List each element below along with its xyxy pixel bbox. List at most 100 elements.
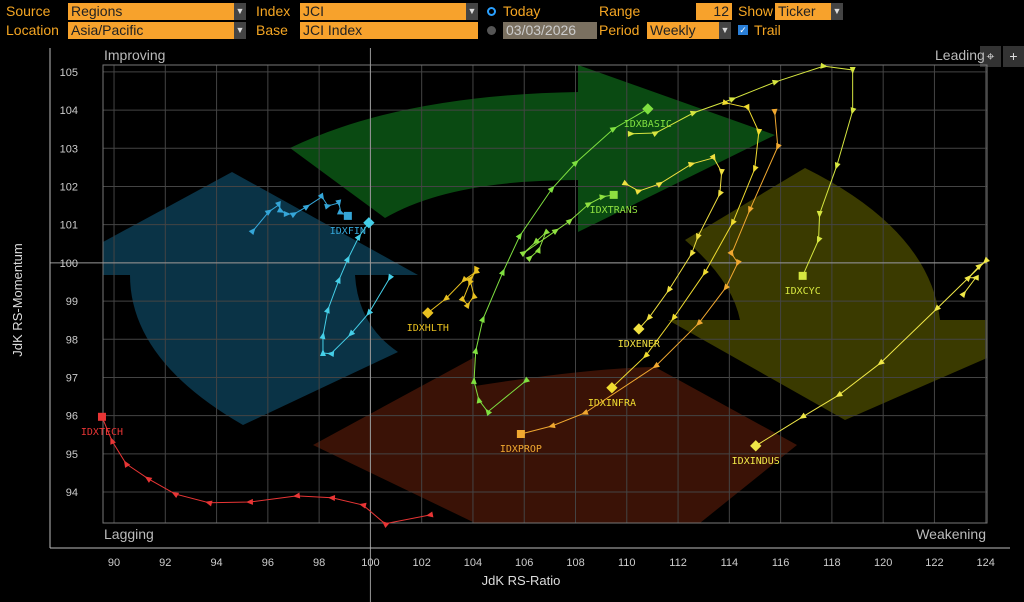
trail-point bbox=[689, 110, 698, 117]
trail-point bbox=[302, 204, 311, 211]
series-idxcyc: IDXCYC bbox=[627, 62, 857, 297]
period-label: Period bbox=[599, 22, 640, 38]
show-select[interactable]: Ticker bbox=[775, 3, 831, 20]
trail-point bbox=[652, 361, 660, 369]
source-select[interactable]: Regions bbox=[68, 3, 234, 20]
trail-point bbox=[458, 295, 466, 303]
trail-point bbox=[748, 205, 754, 214]
y-tick-label: 96 bbox=[66, 411, 78, 423]
trail-point bbox=[627, 130, 635, 137]
zoom-in-icon[interactable]: + bbox=[1003, 46, 1024, 67]
trail-point bbox=[323, 306, 330, 314]
series-idxprop: IDXPROP bbox=[500, 108, 782, 455]
y-tick-label: 98 bbox=[66, 334, 78, 346]
trail-point bbox=[327, 494, 336, 501]
trail-point bbox=[110, 437, 116, 445]
location-select[interactable]: Asia/Pacific bbox=[68, 22, 234, 39]
series-idxfin: IDXFIN bbox=[248, 192, 366, 237]
trail-point bbox=[565, 218, 573, 226]
x-tick-label: 124 bbox=[977, 557, 995, 569]
head-marker bbox=[422, 307, 434, 319]
y-tick-label: 104 bbox=[60, 105, 78, 117]
series-label: IDXCYC bbox=[785, 286, 821, 297]
x-tick-label: 118 bbox=[823, 557, 841, 569]
trail-point bbox=[849, 66, 856, 74]
chevron-down-icon[interactable]: ▼ bbox=[234, 22, 246, 39]
period-select[interactable]: Weekly bbox=[647, 22, 719, 39]
index-select[interactable]: JCI bbox=[300, 3, 466, 20]
series-idxhlth: IDXHLTH bbox=[407, 265, 480, 334]
trail-line bbox=[630, 65, 854, 277]
today-radio[interactable] bbox=[487, 7, 496, 16]
trail-point bbox=[551, 228, 560, 235]
rrg-chart: 90 92 94 96 98 100 102 104 106 108 110 112 114 116 118… bbox=[10, 47, 1010, 602]
trail-point bbox=[834, 162, 841, 170]
trail-point bbox=[387, 273, 395, 282]
trail-checkbox[interactable]: ✓ bbox=[738, 25, 748, 35]
x-tick-label: 122 bbox=[925, 557, 943, 569]
trail-point bbox=[651, 131, 660, 138]
chevron-down-icon[interactable]: ▼ bbox=[466, 3, 478, 20]
trail-point bbox=[548, 422, 556, 429]
chevron-down-icon[interactable]: ▼ bbox=[831, 3, 843, 20]
date-radio[interactable] bbox=[487, 26, 496, 35]
trail-point bbox=[144, 476, 153, 483]
crosshair-icon[interactable]: ⌖ bbox=[980, 46, 1001, 67]
y-tick-label: 105 bbox=[60, 67, 78, 79]
quadrant-label-leading: Leading bbox=[935, 47, 985, 63]
trail-point bbox=[702, 268, 709, 277]
location-label: Location bbox=[6, 22, 59, 38]
trail-point bbox=[519, 250, 528, 258]
range-input[interactable]: 12 bbox=[696, 3, 732, 20]
date-input[interactable]: 03/03/2026 bbox=[503, 22, 597, 39]
base-input[interactable]: JCI Index bbox=[300, 22, 478, 39]
trail-point bbox=[525, 255, 533, 263]
trail-point bbox=[730, 218, 737, 227]
trail-point bbox=[476, 396, 483, 404]
trail-point bbox=[292, 492, 301, 499]
trail-point bbox=[479, 315, 485, 323]
y-tick-label: 95 bbox=[66, 449, 78, 461]
head-marker bbox=[606, 382, 618, 394]
trail-point bbox=[743, 103, 750, 112]
trail-point bbox=[336, 208, 345, 215]
x-tick-label: 96 bbox=[262, 557, 274, 569]
x-axis-title: JdK RS-Ratio bbox=[482, 573, 561, 588]
trail-point bbox=[959, 290, 967, 299]
trail-point bbox=[275, 201, 281, 209]
today-label: Today bbox=[503, 3, 541, 19]
trail-point bbox=[472, 346, 479, 355]
trail-point bbox=[205, 500, 213, 507]
x-tick-label: 94 bbox=[210, 557, 222, 569]
trail-point bbox=[718, 168, 725, 176]
plot-frame bbox=[102, 64, 988, 524]
head-marker bbox=[633, 323, 645, 335]
x-tick-label: 106 bbox=[515, 557, 533, 569]
trail-point bbox=[171, 491, 180, 499]
head-marker bbox=[798, 271, 807, 280]
trail-point bbox=[276, 206, 285, 213]
trail-point bbox=[359, 502, 367, 509]
trail-point bbox=[442, 294, 450, 302]
x-tick-label: 90 bbox=[108, 557, 120, 569]
trail-point bbox=[799, 412, 807, 419]
trail-point bbox=[635, 189, 643, 195]
trail-point bbox=[485, 408, 493, 417]
trail-point bbox=[461, 275, 469, 283]
trail-point bbox=[771, 108, 778, 116]
chevron-down-icon[interactable]: ▼ bbox=[719, 22, 731, 39]
trail-point bbox=[642, 351, 650, 359]
quadrant-label-improving: Improving bbox=[104, 47, 165, 63]
series-idxbasic: IDXBASIC bbox=[470, 103, 672, 417]
trail-point bbox=[581, 409, 589, 415]
y-tick-label: 102 bbox=[60, 181, 78, 193]
y-tick-label: 101 bbox=[60, 220, 78, 232]
trail-point bbox=[248, 227, 256, 236]
chevron-down-icon[interactable]: ▼ bbox=[234, 3, 246, 20]
x-tick-label: 104 bbox=[464, 557, 482, 569]
trail-point bbox=[718, 189, 724, 198]
series-label: IDXTRANS bbox=[590, 205, 638, 216]
trail-point bbox=[335, 199, 342, 207]
series-layer: IDXTECH IDXFIN IDXHLTH IDXBASIC IDXTRANS IDXC… bbox=[81, 62, 990, 528]
y-tick-label: 94 bbox=[66, 487, 78, 499]
